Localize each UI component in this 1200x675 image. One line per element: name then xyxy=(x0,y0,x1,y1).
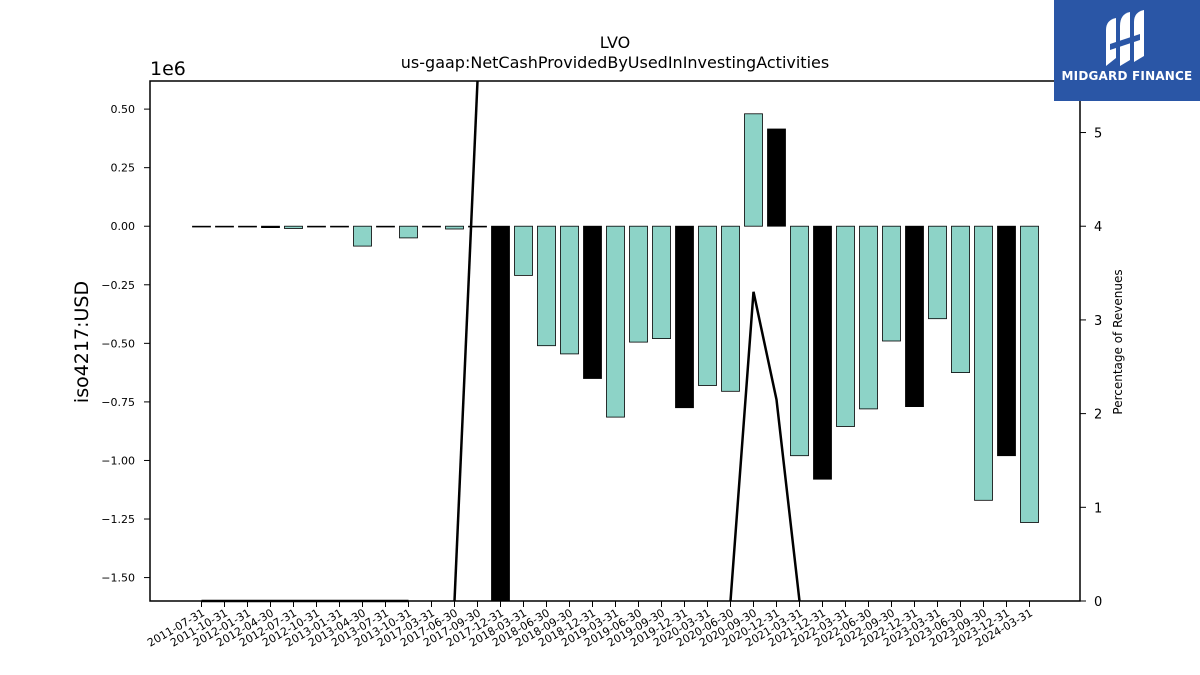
bar-2023-06-30 xyxy=(951,225,970,373)
bar-2017-12-31 xyxy=(491,225,510,602)
bar-2018-12-31 xyxy=(583,225,602,379)
plot-frame xyxy=(149,80,1081,602)
percentage-line-segment xyxy=(729,291,801,602)
bar-2020-06-30 xyxy=(721,225,740,392)
bar-2012-01-31 xyxy=(238,225,257,228)
bar-2020-03-31 xyxy=(698,225,717,386)
bar-2022-06-30 xyxy=(859,225,878,410)
bar-series xyxy=(192,113,1039,602)
bar-2021-03-31 xyxy=(790,225,809,457)
bar-2018-06-30 xyxy=(537,225,556,347)
y-tick-label: 0.00 xyxy=(111,220,136,233)
x-axis-ticks: 2011-07-312011-10-312012-01-312012-04-30… xyxy=(145,601,1035,650)
bar-2020-12-31 xyxy=(767,128,786,227)
bar-2024-03-31 xyxy=(1020,225,1039,523)
percentage-line-segment xyxy=(453,80,479,602)
bar-2013-01-31 xyxy=(330,225,349,228)
bar-2022-03-31 xyxy=(836,225,855,427)
y-tick-label: −1.25 xyxy=(101,513,135,526)
bar-2012-04-30 xyxy=(261,225,280,228)
y-scale-label: 1e6 xyxy=(150,58,186,80)
logo-text: MIDGARD FINANCE xyxy=(1061,69,1193,83)
chart-title: LVO xyxy=(600,33,630,52)
y2-tick-label: 4 xyxy=(1094,220,1102,235)
y-tick-label: 0.50 xyxy=(111,103,136,116)
bar-2019-03-31 xyxy=(606,225,625,418)
y-tick-label: −0.25 xyxy=(101,279,135,292)
bar-2013-04-30 xyxy=(353,225,372,247)
y-tick-label: −1.00 xyxy=(101,454,135,467)
bar-2019-09-30 xyxy=(652,225,671,339)
y-tick-label: 0.25 xyxy=(111,162,136,175)
bar-2017-06-30 xyxy=(445,225,464,230)
y-axis-label: iso4217:USD xyxy=(71,281,93,403)
bar-2013-10-31 xyxy=(399,225,418,239)
chart-subtitle: us-gaap:NetCashProvidedByUsedInInvesting… xyxy=(401,53,829,72)
bar-2023-03-31 xyxy=(928,225,947,320)
bar-2023-09-30 xyxy=(974,225,993,501)
bar-2020-09-30 xyxy=(744,113,763,227)
bar-2018-09-30 xyxy=(560,225,579,355)
bar-2022-12-31 xyxy=(905,225,924,407)
y-axis-ticks: 0.50 0.25 0.00 −0.25 −0.50 −0.75 −1.00 −1.25 −1.… xyxy=(101,103,150,585)
bar-2017-09-30 xyxy=(468,225,487,228)
bar-2012-10-31 xyxy=(307,225,326,228)
y-tick-label: −0.50 xyxy=(101,337,135,350)
y2-tick-label: 1 xyxy=(1094,501,1102,516)
bar-2019-12-31 xyxy=(675,225,694,409)
bar-2012-07-31 xyxy=(284,225,303,229)
midgard-finance-logo: MIDGARD FINANCE xyxy=(1054,0,1200,101)
bar-2011-10-31 xyxy=(215,225,234,228)
y2-tick-label: 2 xyxy=(1094,408,1102,423)
bar-2018-03-31 xyxy=(514,225,533,276)
bar-2022-09-30 xyxy=(882,225,901,342)
y2-tick-label: 3 xyxy=(1094,314,1102,329)
y-tick-label: −0.75 xyxy=(101,396,135,409)
midgard-logo-icon xyxy=(1106,10,1144,66)
bar-2017-03-31 xyxy=(422,225,441,228)
bar-2013-07-31 xyxy=(376,225,395,228)
y2-axis-label: Percentage of Revenues xyxy=(1111,269,1125,414)
y-tick-label: −1.50 xyxy=(101,572,135,585)
bar-2011-07-31 xyxy=(192,225,211,228)
y2-tick-label: 5 xyxy=(1094,127,1102,142)
y2-tick-label: 0 xyxy=(1094,595,1102,610)
bar-2023-12-31 xyxy=(997,225,1016,457)
bar-2021-12-31 xyxy=(813,225,832,480)
y2-axis-ticks: 0 1 2 3 4 5 xyxy=(1080,127,1102,610)
bar-2019-06-30 xyxy=(629,225,648,343)
